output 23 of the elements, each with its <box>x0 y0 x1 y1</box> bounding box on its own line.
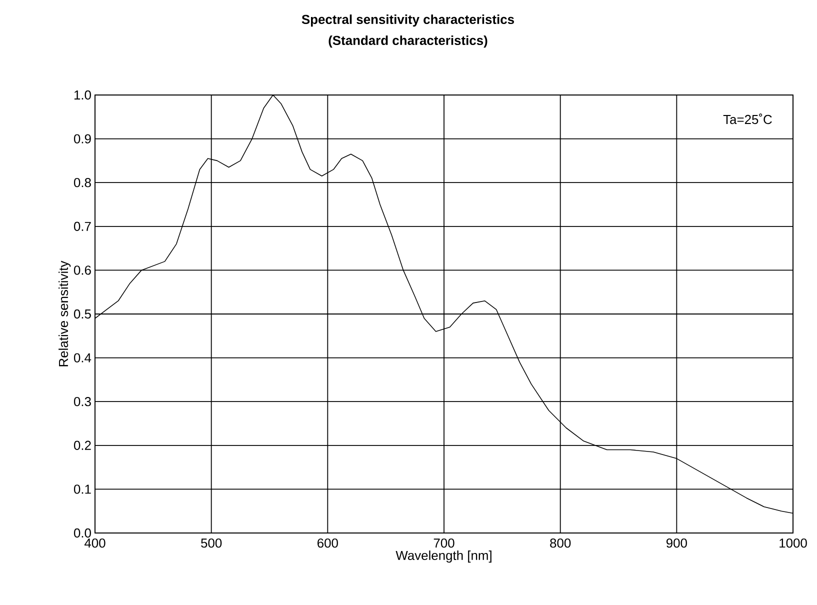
x-tick-label: 500 <box>201 538 222 548</box>
x-tick-label: 1000 <box>780 538 807 548</box>
y-tick-label: 0.9 <box>74 134 91 144</box>
annotation: Ta=25˚C <box>723 114 772 124</box>
chart-title: Spectral sensitivity characteristics <box>302 14 514 27</box>
x-tick-label: 800 <box>550 538 571 548</box>
x-tick-label: 900 <box>666 538 687 548</box>
y-axis-title: Relative sensitivity <box>58 260 71 366</box>
y-tick-label: 0.8 <box>74 178 91 188</box>
x-tick-label: 600 <box>318 538 338 548</box>
y-tick-label: 1.0 <box>74 90 91 100</box>
y-tick-label: 0.3 <box>74 397 91 406</box>
y-tick-label: 0.7 <box>74 222 91 231</box>
x-tick-label: 700 <box>434 538 454 548</box>
y-tick-label: 0.5 <box>74 309 91 319</box>
y-tick-label: 0.4 <box>74 353 92 362</box>
x-tick-label: 400 <box>84 538 106 548</box>
y-tick-label: 0.2 <box>74 440 91 450</box>
y-tick-label: 0.1 <box>74 484 91 494</box>
chart-subtitle: (Standard characteristics) <box>328 36 488 48</box>
y-tick-label: 0.0 <box>74 528 91 538</box>
x-axis-title: Wavelength [nm] <box>396 550 492 563</box>
y-tick-label: 0.6 <box>74 266 91 275</box>
